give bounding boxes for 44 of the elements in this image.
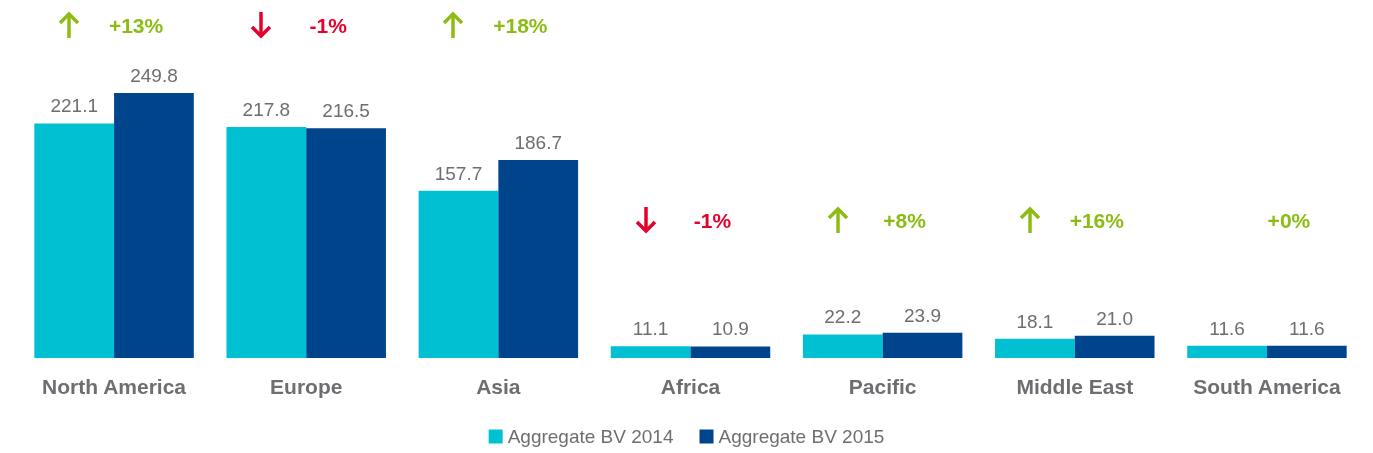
bar (610, 346, 691, 358)
data-label: 249.8 (130, 65, 178, 86)
data-label: 216.5 (322, 100, 370, 122)
annotation: +8% (883, 208, 927, 232)
data-label: 11.6 (1289, 317, 1325, 339)
text: -1% (309, 13, 348, 37)
x-tick-label: Middle East (1016, 375, 1134, 398)
legend-label: Aggregate BV 2015 (718, 426, 885, 447)
data-label: 157.7 (434, 162, 483, 184)
data-label: 217.8 (242, 98, 291, 120)
x-tick-label: North America (42, 375, 187, 398)
x-tick-label: South America (1193, 375, 1341, 398)
x-tick-label: Africa (660, 375, 721, 398)
bar (114, 93, 194, 358)
bar (882, 332, 963, 358)
bar (1266, 345, 1347, 358)
data-label: 21.0 (1096, 307, 1134, 329)
x-tick-label: Asia (476, 375, 521, 398)
legend-label: Aggregate BV 2014 (507, 426, 674, 447)
text: +18% (493, 13, 548, 37)
annotation: +16% (1069, 208, 1125, 232)
bar (1074, 335, 1155, 358)
bar (802, 334, 883, 358)
bar (306, 128, 386, 358)
text: +13% (108, 13, 164, 37)
data-label: 10.9 (711, 318, 749, 340)
bar (498, 159, 579, 358)
x-tick-label: Pacific (848, 375, 917, 398)
bar (34, 123, 115, 358)
data-label: 221.1 (50, 95, 98, 117)
bar (995, 338, 1075, 358)
data-label: 186.7 (514, 131, 562, 153)
bar (1187, 345, 1267, 358)
x-tick-label: Europe (270, 375, 343, 398)
bar (226, 126, 307, 358)
bar (418, 190, 499, 358)
bar (690, 346, 771, 358)
annotation: -1% (693, 208, 732, 232)
data-label: 22.2 (824, 306, 862, 328)
annotation: +0% (1267, 208, 1311, 232)
data-label: 11.6 (1209, 317, 1245, 339)
data-label: 18.1 (1016, 310, 1054, 332)
data-label: 11.1 (632, 318, 669, 340)
data-label: 23.9 (904, 304, 941, 326)
